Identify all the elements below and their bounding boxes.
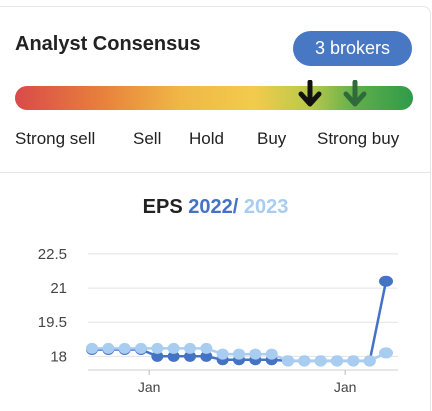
data-point-2023 (216, 348, 229, 360)
chart-title-label: EPS (142, 196, 183, 218)
y-tick-label: 22.5 (38, 246, 67, 263)
data-point-2023 (298, 355, 311, 367)
eps-chart-title: EPS 2022/ 2023 (0, 196, 431, 219)
data-point-2023 (233, 348, 245, 360)
y-tick-label: 19.5 (38, 314, 67, 331)
scale-label-buy: Buy (257, 129, 287, 148)
brokers-count-button[interactable]: 3 brokers (293, 31, 412, 66)
data-point-2023 (249, 348, 262, 360)
data-point-2023 (314, 355, 327, 367)
consensus-title: Analyst Consensus (15, 33, 201, 55)
chart-title-separator: / (232, 196, 239, 218)
scale-label-hold: Hold (189, 129, 224, 148)
scale-label-strong-buy: Strong buy (317, 129, 400, 148)
data-point-2023 (102, 342, 115, 354)
data-point-2023 (282, 355, 294, 367)
chart-title-year-2022[interactable]: 2022 (188, 196, 233, 218)
data-point-2022 (184, 350, 196, 362)
data-point-2023 (151, 342, 164, 354)
data-point-2023 (167, 342, 180, 354)
y-tick-label: 21 (50, 280, 67, 297)
data-point-2023 (184, 342, 196, 354)
y-tick-label: 18 (50, 348, 67, 365)
data-point-2023 (135, 342, 147, 354)
data-point-2023 (347, 355, 360, 367)
consensus-card (0, 6, 431, 172)
previous-consensus-arrow-icon (342, 80, 368, 110)
scale-label-sell: Sell (133, 129, 162, 148)
current-consensus-arrow-icon (297, 80, 323, 110)
x-tick-label: Jan (138, 379, 161, 395)
data-point-2023 (86, 342, 98, 354)
data-point-2023 (331, 355, 343, 367)
scale-label-strong-sell: Strong sell (15, 129, 96, 148)
data-point-2023 (265, 348, 278, 360)
eps-card (0, 172, 431, 411)
data-point-2022 (151, 350, 164, 362)
data-point-2022 (379, 275, 393, 287)
data-point-2022 (200, 350, 213, 362)
x-tick-label: Jan (334, 379, 357, 395)
data-point-2023 (379, 347, 393, 359)
data-point-2022 (167, 350, 180, 362)
eps-line-chart: 22.5 21 19.5 18 Jan Jan (38, 246, 398, 395)
data-point-2023 (118, 342, 131, 354)
chart-title-year-2023[interactable]: 2023 (243, 196, 289, 218)
data-point-2023 (200, 342, 213, 354)
data-point-2023 (363, 355, 376, 367)
